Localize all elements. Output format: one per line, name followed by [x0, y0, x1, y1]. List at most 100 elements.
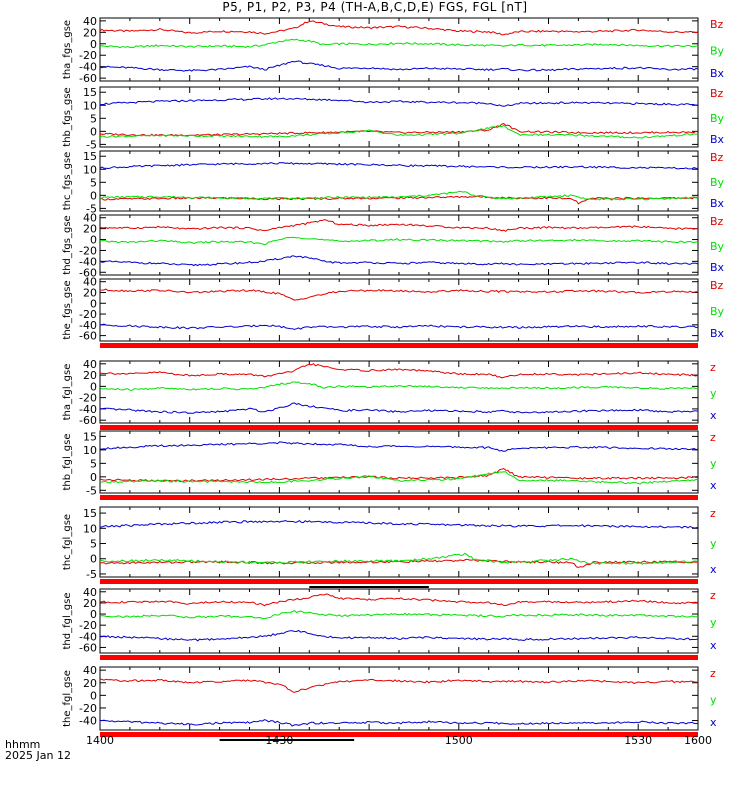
- panel-6-legend-z: z: [710, 431, 716, 444]
- panel-7-activity-bar: [309, 586, 429, 588]
- panel-8-legend-x: x: [710, 639, 717, 652]
- panel-0-ytick-label: 0: [90, 38, 97, 51]
- x-tick-label: 1430: [265, 734, 293, 747]
- panel-5-legend-z: z: [710, 361, 716, 374]
- panel-8-series-z: [99, 593, 699, 607]
- panel-4-ytick-label: 40: [83, 276, 97, 289]
- panel-6-flag-bar: [100, 495, 698, 500]
- panel-5-ylabel: tha_fgl_gse: [62, 364, 73, 421]
- x-tick-label: 1530: [624, 734, 652, 747]
- panel-4-ylabel: the_fgs_gse: [62, 280, 73, 339]
- panel-8-ytick-label: 40: [83, 586, 97, 599]
- time-axis-label: hhmm: [5, 738, 41, 751]
- panel-9-ytick-label: -40: [79, 715, 97, 728]
- panel-1-legend-Bz: Bz: [710, 87, 724, 100]
- panel-2-ytick-label: 15: [83, 150, 97, 163]
- panel-4-legend-By: By: [710, 305, 725, 318]
- panel-0-series-Bz: [99, 20, 699, 36]
- panel-5-series-x: [99, 402, 699, 414]
- panel-3-legend-Bz: Bz: [710, 215, 724, 228]
- panel-4-legend-Bx: Bx: [710, 327, 725, 340]
- panel-2-ytick-label: -5: [86, 202, 97, 215]
- panel-0-ytick-label: 20: [83, 26, 97, 39]
- panel-7-ytick-label: -5: [86, 568, 97, 581]
- panel-5-legend-y: y: [710, 387, 717, 400]
- panel-4-ytick-label: 20: [83, 286, 97, 299]
- panel-7-series-y: [99, 552, 699, 565]
- panel-8-legend-z: z: [710, 589, 716, 602]
- panel-8-ytick-label: -20: [79, 619, 97, 632]
- panel-5-flag-bar: [100, 425, 698, 430]
- panel-9-series-x: [99, 719, 699, 727]
- panel-6-legend-y: y: [710, 457, 717, 470]
- panel-0-series-Bx: [100, 60, 699, 72]
- panel-5-ytick-label: -20: [79, 392, 97, 405]
- panel-8-legend-y: y: [710, 616, 717, 629]
- panel-0-legend-Bx: Bx: [710, 67, 725, 80]
- panel-1-series-Bz: [99, 122, 699, 137]
- panel-7-series-z: [99, 558, 699, 568]
- panel-4-series-Bx: [99, 323, 699, 330]
- panel-4-ytick-label: 0: [90, 297, 97, 310]
- panel-7-frame: [99, 506, 699, 578]
- panel-7-ytick-label: 5: [90, 538, 97, 551]
- panel-1-legend-By: By: [710, 112, 725, 125]
- panel-9-frame: [99, 666, 699, 731]
- panel-9-ylabel: the_fgl_gse: [62, 670, 73, 727]
- panel-9-legend-y: y: [710, 694, 717, 707]
- panel-3-ytick-label: -20: [79, 244, 97, 257]
- panel-9-flag-bar: [100, 732, 698, 737]
- panel-8-flag-bar: [100, 655, 698, 660]
- panel-1-frame: [99, 86, 699, 148]
- panel-6-legend-x: x: [710, 479, 717, 492]
- panel-3-frame: [99, 214, 699, 276]
- panel-6-ytick-label: 15: [83, 430, 97, 443]
- panel-7-ytick-label: 10: [83, 522, 97, 535]
- panel-8-series-x: [99, 629, 699, 642]
- panel-7-flag-bar: [100, 579, 698, 584]
- panel-9-series-z: [99, 678, 698, 693]
- panel-3-series-By: [100, 236, 699, 246]
- panel-0-ylabel: tha_fgs_gse: [62, 20, 73, 79]
- panel-4-flag-bar: [100, 343, 698, 348]
- panel-8-ylabel: thd_fgl_gse: [62, 593, 73, 650]
- panel-8-ytick-label: -40: [79, 630, 97, 643]
- panel-4-ytick-label: -20: [79, 308, 97, 321]
- panel-9-ytick-label: -20: [79, 702, 97, 715]
- panel-6-ytick-label: 0: [90, 471, 97, 484]
- panel-2-ytick-label: 5: [90, 176, 97, 189]
- panel-4-ytick-label: -40: [79, 319, 97, 332]
- panel-3-series-Bx: [99, 255, 699, 267]
- panel-8-ytick-label: -60: [79, 641, 97, 654]
- panel-0-legend-By: By: [710, 45, 725, 58]
- panel-3-ytick-label: -60: [79, 266, 97, 279]
- panel-4-ytick-label: -60: [79, 330, 97, 343]
- panel-1-ytick-label: 15: [83, 86, 97, 99]
- panel-5-ytick-label: -40: [79, 403, 97, 416]
- panel-9-legend-x: x: [710, 716, 717, 729]
- panel-0-ytick-label: -60: [79, 72, 97, 85]
- panel-9-ytick-label: 20: [83, 677, 97, 690]
- panel-6-ylabel: thb_fgl_gse: [62, 434, 73, 491]
- panel-9-ytick-label: 0: [90, 689, 97, 702]
- panel-6-ytick-label: 5: [90, 457, 97, 470]
- panel-2-legend-Bx: Bx: [710, 197, 725, 210]
- panel-5-ytick-label: -60: [79, 414, 97, 427]
- panel-6-series-y: [99, 471, 699, 485]
- panel-3-legend-By: By: [710, 240, 725, 253]
- panel-7-series-x: [99, 519, 699, 529]
- panel-9-activity-bar: [219, 739, 355, 741]
- panel-4-legend-Bz: Bz: [710, 279, 724, 292]
- panel-6-frame: [99, 430, 699, 494]
- panel-0-legend-Bz: Bz: [710, 18, 724, 31]
- panel-1-series-Bx: [99, 97, 699, 107]
- panel-3-series-Bz: [99, 219, 699, 232]
- panel-4-frame: [99, 278, 699, 342]
- panel-3-legend-Bx: Bx: [710, 261, 725, 274]
- panel-2-series-Bx: [99, 162, 699, 170]
- panel-3-ytick-label: 0: [90, 234, 97, 247]
- panel-3-ytick-label: 20: [83, 223, 97, 236]
- panel-6-ytick-label: -5: [86, 484, 97, 497]
- panel-9-legend-z: z: [710, 667, 716, 680]
